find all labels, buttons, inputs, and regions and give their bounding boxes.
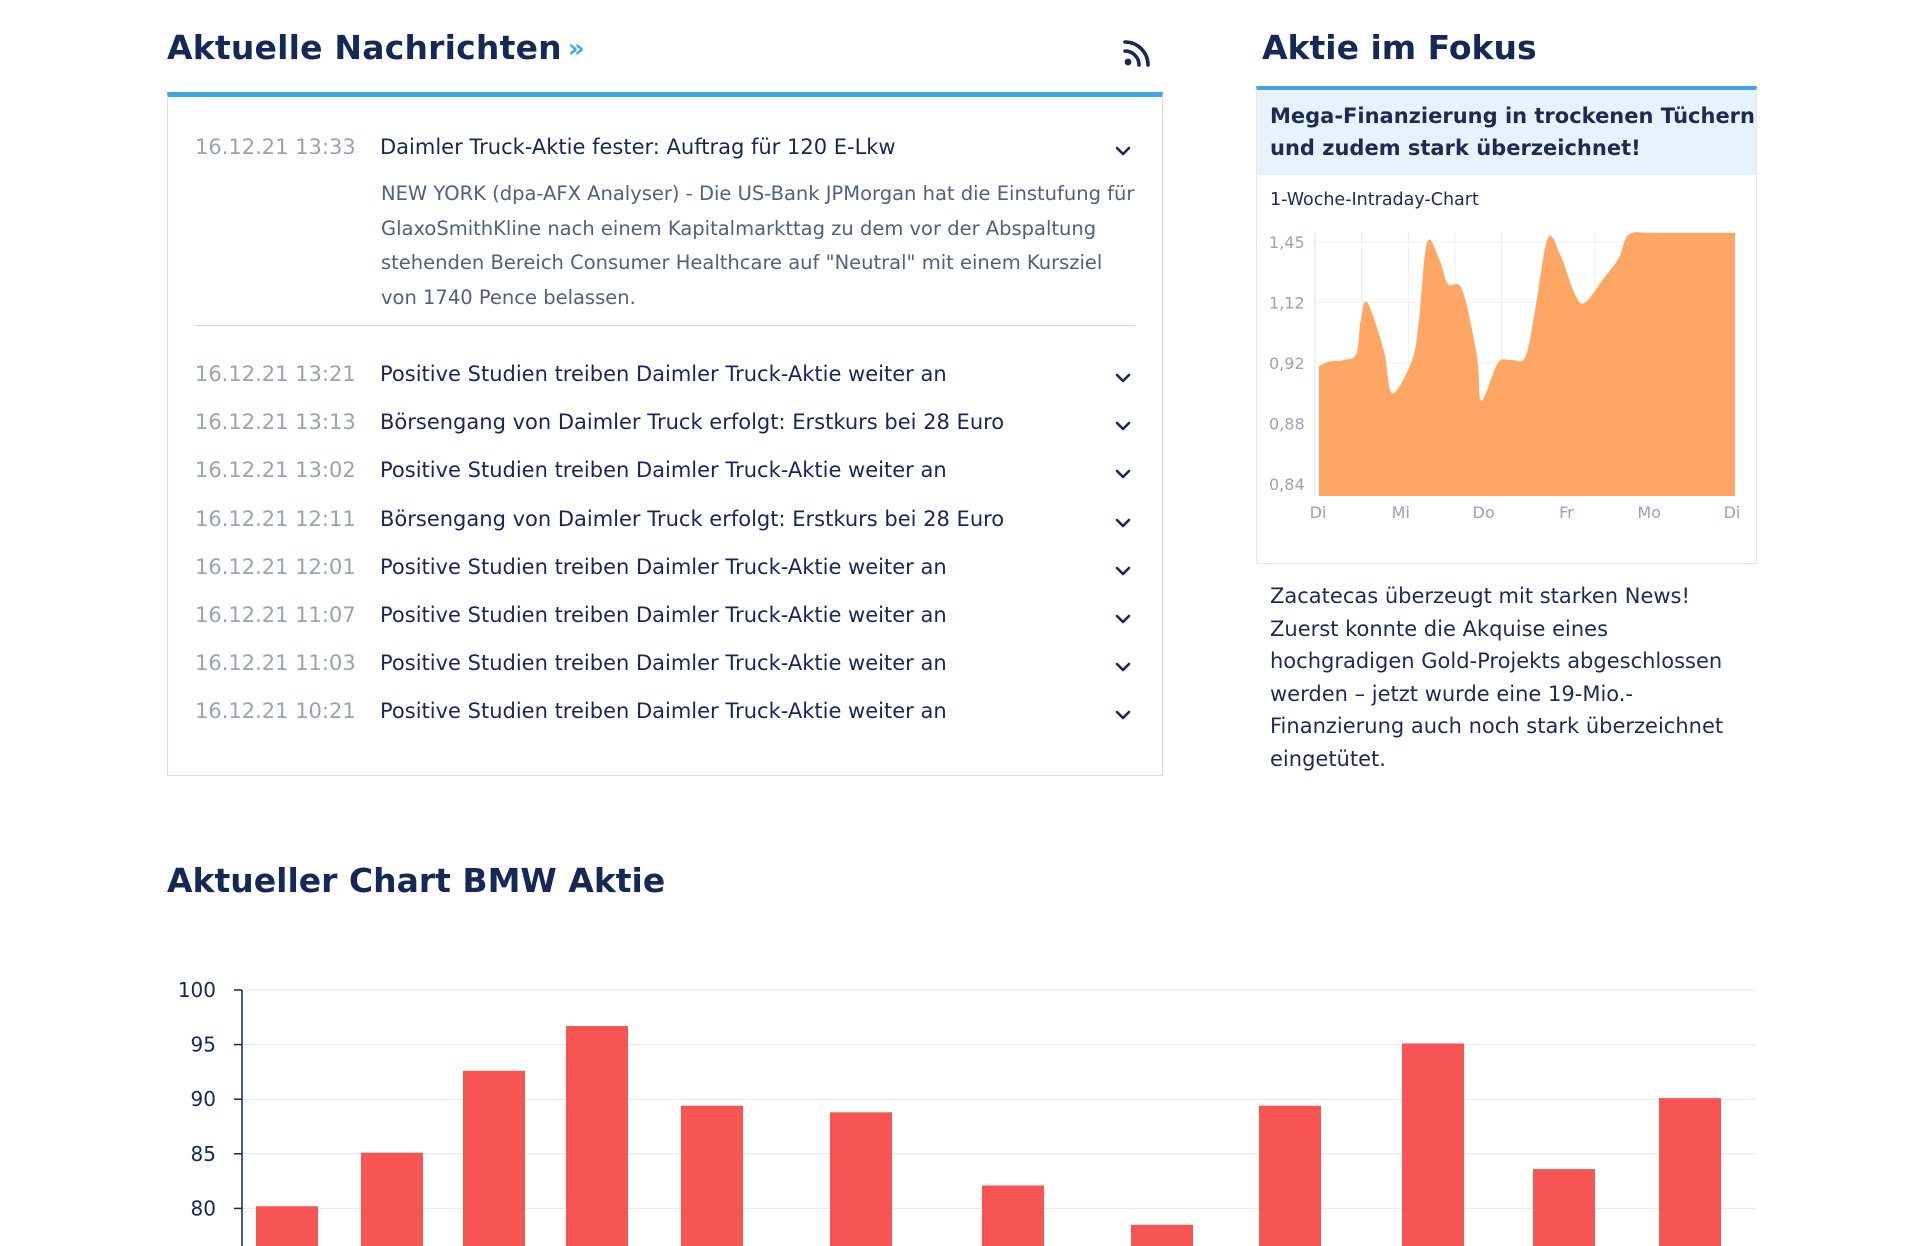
news-list: 16.12.21 13:33 Daimler Truck-Aktie feste… <box>167 92 1163 776</box>
chevron-down-icon[interactable] <box>1113 561 1133 581</box>
area-series <box>1319 232 1735 496</box>
focus-headline[interactable]: Mega-Finanzierung in trockenen Tüchern u… <box>1257 90 1756 175</box>
news-headline[interactable]: Börsengang von Daimler Truck erfolgt: Er… <box>380 410 1005 434</box>
chevron-down-icon[interactable] <box>1113 609 1133 629</box>
rss-icon[interactable] <box>1122 36 1154 68</box>
x-tick-label: Mi <box>1392 503 1410 520</box>
news-headline[interactable]: Positive Studien treiben Daimler Truck-A… <box>380 603 947 627</box>
news-time: 16.12.21 11:07 <box>195 603 356 627</box>
x-tick-label: Do <box>1473 503 1495 520</box>
chevron-down-icon[interactable] <box>1113 416 1133 436</box>
news-item[interactable]: 16.12.21 13:21 Positive Studien treiben … <box>195 362 1135 392</box>
chevron-down-icon[interactable] <box>1113 464 1133 484</box>
news-section-title[interactable]: Aktuelle Nachrichten» <box>167 28 585 67</box>
chevron-down-icon[interactable] <box>1113 705 1133 725</box>
news-time: 16.12.21 12:11 <box>195 507 356 531</box>
y-tick-label: 0,88 <box>1269 415 1305 434</box>
news-time: 16.12.21 13:21 <box>195 362 356 386</box>
bar[interactable] <box>256 1206 318 1246</box>
divider <box>195 325 1135 326</box>
news-time: 16.12.21 12:01 <box>195 555 356 579</box>
y-tick-label: 1,12 <box>1269 294 1305 313</box>
news-item[interactable]: 16.12.21 13:02 Positive Studien treiben … <box>195 458 1135 488</box>
news-headline[interactable]: Börsengang von Daimler Truck erfolgt: Er… <box>380 507 1005 531</box>
news-item[interactable]: 16.12.21 11:03 Positive Studien treiben … <box>195 651 1135 681</box>
news-item[interactable]: 16.12.21 12:01 Positive Studien treiben … <box>195 555 1135 585</box>
y-tick-label: 0,92 <box>1269 354 1305 373</box>
news-headline[interactable]: Positive Studien treiben Daimler Truck-A… <box>380 555 947 579</box>
bmw-chart-title: Aktueller Chart BMW Aktie <box>167 861 666 900</box>
news-title-text: Aktuelle Nachrichten <box>167 28 562 67</box>
chevron-down-icon[interactable] <box>1113 657 1133 677</box>
x-tick-label: Di <box>1310 503 1327 520</box>
news-item[interactable]: 16.12.21 13:33 Daimler Truck-Aktie feste… <box>195 135 1135 165</box>
bar[interactable] <box>1402 1043 1464 1246</box>
x-tick-label: Fr <box>1559 503 1574 520</box>
news-time: 16.12.21 11:03 <box>195 651 356 675</box>
y-tick-label: 1,45 <box>1269 233 1305 252</box>
bar[interactable] <box>1659 1098 1721 1246</box>
focus-section-title: Aktie im Fokus <box>1262 28 1537 67</box>
y-tick-label: 95 <box>191 1033 216 1057</box>
news-item[interactable]: 16.12.21 13:13 Börsengang von Daimler Tr… <box>195 410 1135 440</box>
news-expanded-text: NEW YORK (dpa-AFX Analyser) - Die US-Ban… <box>381 182 1135 309</box>
x-tick-label: Mo <box>1637 503 1661 520</box>
bmw-bar-chart: 1009590858075 <box>178 978 1755 1246</box>
focus-teaser-text: Zacatecas überzeugt mit starken News! Zu… <box>1270 584 1724 771</box>
intraday-chart-label: 1-Woche-Intraday-Chart <box>1270 190 1479 210</box>
y-tick-label: 80 <box>191 1196 216 1220</box>
bar[interactable] <box>982 1185 1044 1246</box>
chevron-down-icon[interactable] <box>1113 368 1133 388</box>
news-headline[interactable]: Positive Studien treiben Daimler Truck-A… <box>380 699 947 723</box>
news-item[interactable]: 16.12.21 11:07 Positive Studien treiben … <box>195 603 1135 633</box>
bar[interactable] <box>1259 1105 1321 1246</box>
intraday-chart: 1,45 1,12 0,92 0,88 0,84 Di Mi Do Fr Mo Di <box>1269 232 1741 520</box>
news-item[interactable]: 16.12.21 12:11 Börsengang von Daimler Tr… <box>195 507 1135 537</box>
y-tick-label: 100 <box>178 978 216 1002</box>
news-headline[interactable]: Daimler Truck-Aktie fester: Auftrag für … <box>380 135 896 159</box>
bar[interactable] <box>830 1112 892 1246</box>
news-time: 16.12.21 13:13 <box>195 410 356 434</box>
chevron-up-icon[interactable] <box>1113 141 1133 161</box>
news-time: 16.12.21 13:33 <box>195 135 356 159</box>
news-headline[interactable]: Positive Studien treiben Daimler Truck-A… <box>380 458 947 482</box>
news-headline[interactable]: Positive Studien treiben Daimler Truck-A… <box>380 362 947 386</box>
bar[interactable] <box>361 1152 423 1246</box>
chevron-down-icon[interactable] <box>1113 513 1133 533</box>
bar[interactable] <box>681 1105 743 1246</box>
news-headline[interactable]: Positive Studien treiben Daimler Truck-A… <box>380 651 947 675</box>
y-tick-label: 85 <box>191 1142 216 1166</box>
bar[interactable] <box>566 1026 628 1246</box>
news-time: 16.12.21 13:02 <box>195 458 356 482</box>
y-tick-label: 90 <box>191 1087 216 1111</box>
bar[interactable] <box>1533 1169 1595 1246</box>
x-tick-label: Di <box>1724 503 1741 520</box>
bar[interactable] <box>1131 1224 1193 1246</box>
y-tick-label: 0,84 <box>1269 475 1305 494</box>
news-item[interactable]: 16.12.21 10:21 Positive Studien treiben … <box>195 699 1135 729</box>
focus-card[interactable]: Mega-Finanzierung in trockenen Tüchern u… <box>1256 86 1757 564</box>
news-time: 16.12.21 10:21 <box>195 699 356 723</box>
bar[interactable] <box>463 1070 525 1246</box>
double-chevron-right-icon[interactable]: » <box>567 34 585 64</box>
